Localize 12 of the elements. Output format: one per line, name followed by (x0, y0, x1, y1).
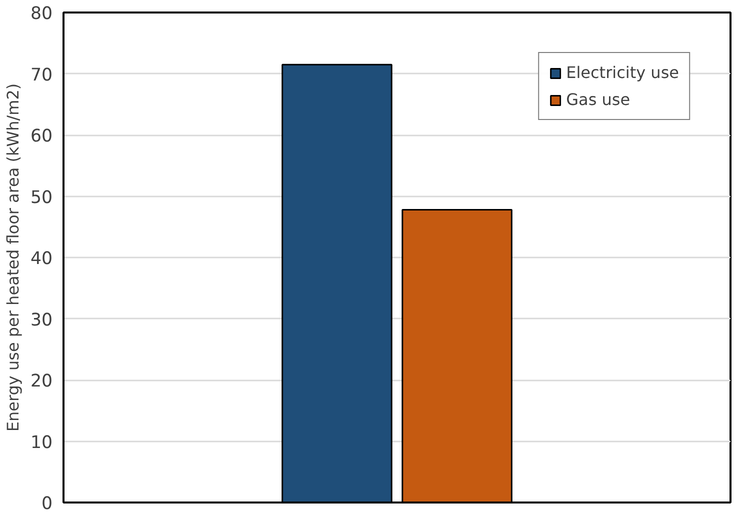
y-tick-label: 80 (30, 4, 53, 24)
y-tick-label: 50 (30, 188, 53, 208)
y-tick-label: 40 (30, 249, 53, 269)
y-tick-label: 10 (30, 432, 53, 453)
y-tick-label: 60 (30, 126, 53, 146)
legend-label: Gas use (566, 90, 630, 109)
y-tick-label: 20 (30, 372, 53, 392)
y-tick-label: 30 (30, 310, 53, 330)
y-axis-title: Energy use per heated floor area (kWh/m2) (3, 83, 22, 432)
legend-label: Electricity use (566, 63, 679, 82)
y-tick-label: 0 (41, 494, 53, 514)
y-tick-label: 70 (30, 65, 53, 86)
